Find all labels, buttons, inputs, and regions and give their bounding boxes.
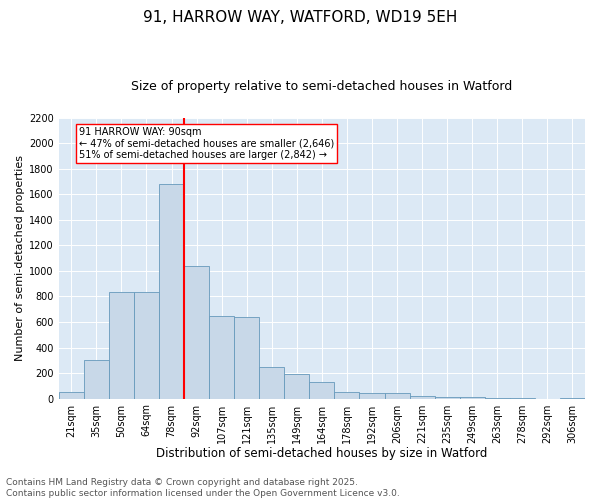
Y-axis label: Number of semi-detached properties: Number of semi-detached properties <box>15 155 25 361</box>
Text: Contains HM Land Registry data © Crown copyright and database right 2025.
Contai: Contains HM Land Registry data © Crown c… <box>6 478 400 498</box>
Title: Size of property relative to semi-detached houses in Watford: Size of property relative to semi-detach… <box>131 80 512 93</box>
Bar <box>334 392 359 398</box>
Bar <box>434 396 460 398</box>
Bar <box>410 396 434 398</box>
X-axis label: Distribution of semi-detached houses by size in Watford: Distribution of semi-detached houses by … <box>156 447 488 460</box>
Text: 91, HARROW WAY, WATFORD, WD19 5EH: 91, HARROW WAY, WATFORD, WD19 5EH <box>143 10 457 25</box>
Bar <box>84 360 109 399</box>
Bar <box>259 366 284 398</box>
Bar <box>385 394 410 398</box>
Bar <box>284 374 310 398</box>
Bar <box>359 393 385 398</box>
Bar <box>234 317 259 398</box>
Bar <box>109 292 134 399</box>
Bar <box>209 316 234 398</box>
Bar <box>159 184 184 398</box>
Bar <box>310 382 334 398</box>
Bar <box>59 392 84 398</box>
Text: 91 HARROW WAY: 90sqm
← 47% of semi-detached houses are smaller (2,646)
51% of se: 91 HARROW WAY: 90sqm ← 47% of semi-detac… <box>79 126 334 160</box>
Bar <box>134 292 159 399</box>
Bar <box>184 266 209 398</box>
